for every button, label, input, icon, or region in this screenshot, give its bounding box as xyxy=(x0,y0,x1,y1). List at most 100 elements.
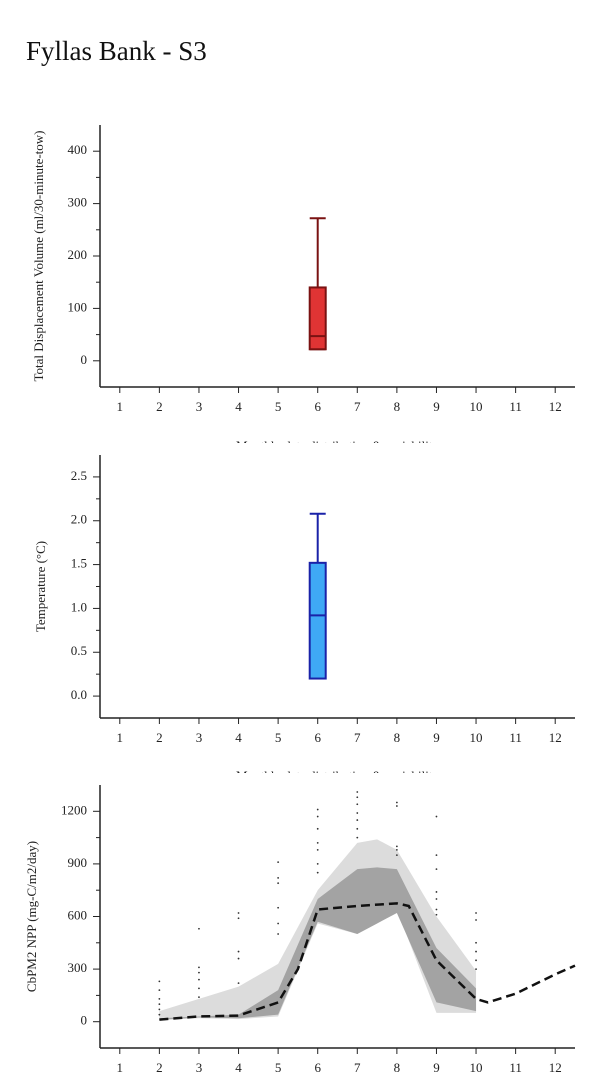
data-point xyxy=(356,791,359,793)
data-point xyxy=(198,971,200,974)
data-point xyxy=(395,845,398,848)
data-point xyxy=(435,815,438,818)
data-point xyxy=(158,1003,161,1006)
data-point xyxy=(475,941,477,944)
y-tick-label: 2.5 xyxy=(71,468,87,483)
data-point xyxy=(356,836,359,839)
data-point xyxy=(237,912,240,914)
x-tick-label: 1 xyxy=(117,1060,124,1075)
y-tick-label: 0.5 xyxy=(71,643,87,658)
data-point xyxy=(395,801,398,804)
x-tick-label: 2 xyxy=(156,730,163,745)
data-point xyxy=(158,998,161,1000)
data-point xyxy=(435,913,438,916)
data-point xyxy=(198,996,200,999)
x-tick-label: 11 xyxy=(509,1060,522,1075)
data-point xyxy=(475,912,477,914)
data-point xyxy=(158,1008,161,1011)
x-tick-label: 8 xyxy=(394,399,401,414)
x-tick-label: 3 xyxy=(196,399,203,414)
x-tick-label: 10 xyxy=(470,1060,483,1075)
data-point xyxy=(277,933,280,935)
data-point xyxy=(475,968,477,970)
data-point xyxy=(316,871,319,874)
data-point xyxy=(435,868,438,871)
y-tick-label: 0.0 xyxy=(71,687,87,702)
band-area xyxy=(159,867,477,1020)
data-point xyxy=(356,796,359,799)
y-tick-label: 900 xyxy=(68,855,88,870)
x-tick-label: 9 xyxy=(433,399,440,414)
data-point xyxy=(316,808,319,811)
data-point xyxy=(158,980,161,983)
x-tick-label: 9 xyxy=(433,730,440,745)
x-tick-label: 4 xyxy=(235,399,242,414)
x-tick-label: 6 xyxy=(314,1060,321,1075)
data-point xyxy=(277,922,280,925)
x-axis-label: Monthly data distribution & variability xyxy=(236,438,439,453)
data-point xyxy=(395,848,398,851)
data-point xyxy=(277,906,280,909)
x-tick-label: 12 xyxy=(549,1060,562,1075)
data-point xyxy=(237,917,240,920)
x-tick-label: 2 xyxy=(156,399,163,414)
y-tick-label: 0 xyxy=(81,352,88,367)
data-point xyxy=(198,927,200,930)
y-axis-label: Temperature (°C) xyxy=(33,541,48,632)
data-point xyxy=(475,919,477,921)
x-tick-label: 9 xyxy=(433,1060,440,1075)
data-point xyxy=(158,1013,161,1016)
data-point xyxy=(277,882,280,885)
data-point xyxy=(316,863,319,865)
box xyxy=(308,561,327,680)
data-point xyxy=(237,957,240,960)
x-tick-label: 11 xyxy=(509,399,522,414)
x-tick-label: 12 xyxy=(549,730,562,745)
y-tick-label: 200 xyxy=(68,247,88,262)
data-point xyxy=(158,989,161,992)
data-point xyxy=(356,803,359,806)
band-area xyxy=(159,839,477,1020)
x-tick-label: 7 xyxy=(354,399,361,414)
x-tick-label: 5 xyxy=(275,399,282,414)
y-tick-label: 300 xyxy=(68,195,88,210)
data-point xyxy=(316,815,319,818)
x-tick-label: 2 xyxy=(156,1060,163,1075)
data-point xyxy=(316,841,319,844)
data-point xyxy=(435,898,438,900)
x-tick-label: 7 xyxy=(354,730,361,745)
x-axis-label: Monthly data distribution & variability xyxy=(236,768,439,783)
x-tick-label: 4 xyxy=(235,730,242,745)
data-point xyxy=(475,959,477,962)
x-tick-label: 5 xyxy=(275,730,282,745)
y-tick-label: 300 xyxy=(68,960,88,975)
box xyxy=(308,286,327,351)
data-point xyxy=(316,848,319,851)
y-tick-label: 0 xyxy=(81,1013,88,1028)
x-tick-label: 11 xyxy=(509,730,522,745)
data-point xyxy=(435,891,438,893)
x-tick-label: 1 xyxy=(117,399,124,414)
x-tick-label: 6 xyxy=(314,730,321,745)
page-title: Fyllas Bank - S3 xyxy=(26,36,207,66)
data-point xyxy=(435,908,438,911)
y-tick-label: 1.0 xyxy=(71,599,87,614)
y-axis-label: Total Displacement Volume (ml/30-minute-… xyxy=(31,131,46,382)
x-tick-label: 10 xyxy=(470,730,483,745)
x-tick-label: 7 xyxy=(354,1060,361,1075)
x-tick-label: 10 xyxy=(470,399,483,414)
data-point xyxy=(277,861,280,864)
data-point xyxy=(395,805,398,807)
data-point xyxy=(316,827,319,830)
y-tick-label: 1200 xyxy=(61,802,87,817)
data-point xyxy=(277,877,280,879)
x-tick-label: 12 xyxy=(549,399,562,414)
y-tick-label: 600 xyxy=(68,907,88,922)
median-line xyxy=(159,902,576,1021)
data-point xyxy=(475,950,477,953)
x-tick-label: 6 xyxy=(314,399,321,414)
data-point xyxy=(356,819,359,821)
